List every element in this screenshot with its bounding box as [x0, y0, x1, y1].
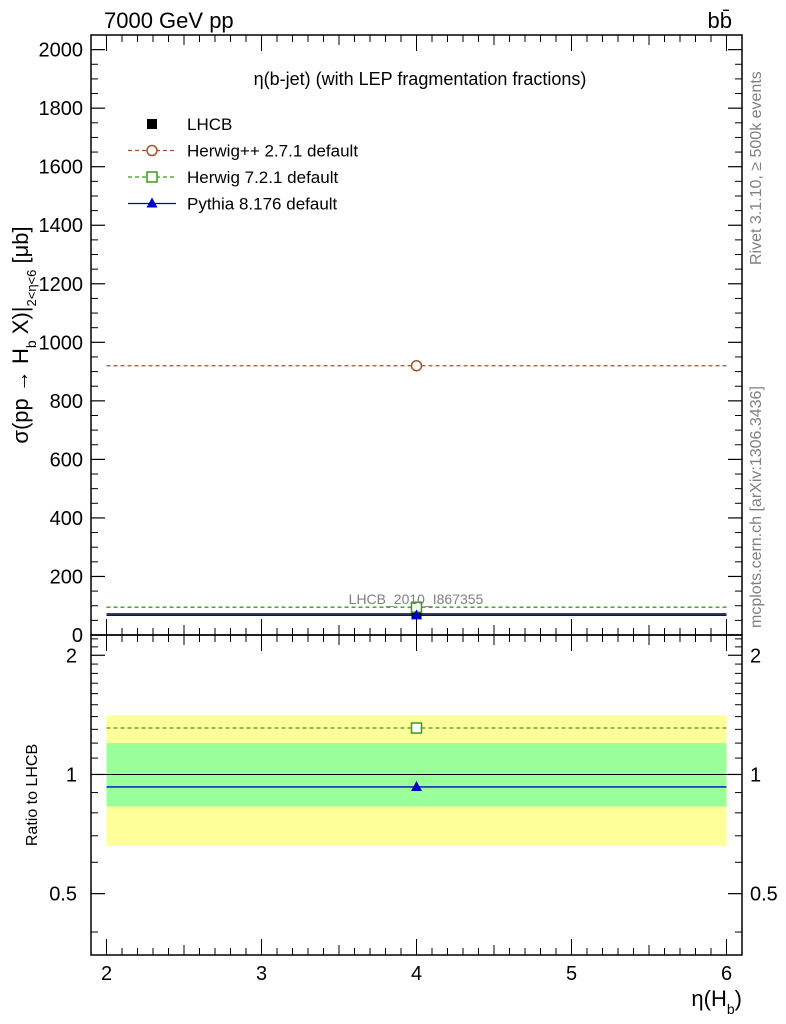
legend: LHCB Herwig++ 2.7.1 default Herwig 7.2.1 d… [128, 115, 358, 214]
legend-marker [146, 171, 158, 183]
header-energy-label: 7000 GeV pp [104, 8, 234, 33]
y-tick-label: 1200 [39, 274, 84, 296]
y-tick-label: 800 [50, 391, 83, 413]
y-tick-label: 2000 [39, 40, 84, 62]
ratio-point-pythia-8-176-default [411, 780, 422, 791]
analysis-label: LHCB_2010_I867355 [349, 591, 484, 607]
ratio-y-tick-label-right: 2 [750, 645, 761, 667]
ratio-series-herwig-7-2-1-default [106, 722, 727, 734]
legend-marker [146, 197, 158, 208]
x-tick-label: 2 [101, 963, 112, 985]
ratio-series-pythia-8-176-default [106, 780, 727, 791]
y-tick-label: 400 [50, 508, 83, 530]
legend-marker [147, 119, 157, 129]
y-tick-label: 200 [50, 566, 83, 588]
ratio-y-tick-label-right: 1 [750, 764, 761, 786]
legend-entry-pythia-8-176-default: Pythia 8.176 default [128, 195, 338, 214]
mcplots-label: mcplots.cern.ch [arXiv:1306.3436] [748, 386, 765, 628]
y-tick-label: 0 [72, 625, 83, 647]
y-tick-label: 1800 [39, 98, 84, 120]
ratio-y-tick-label: 0.5 [49, 884, 77, 906]
ratio-y-tick-label: 1 [66, 764, 77, 786]
y-tick-label: 600 [50, 449, 83, 471]
legend-entry-lhcb: LHCB [147, 115, 232, 134]
series-pythia-8-176-default [106, 609, 727, 620]
ratio-point-herwig-7-2-1-default [410, 722, 423, 734]
series-herwig-2-7-1-default [106, 359, 727, 372]
x-tick-label: 3 [256, 963, 267, 985]
legend-label: Pythia 8.176 default [187, 195, 338, 214]
header-process-label: bb̄ [708, 8, 732, 33]
x-tick-label: 5 [566, 963, 577, 985]
legend-entry-herwig-7-2-1-default: Herwig 7.2.1 default [128, 168, 338, 187]
x-tick-label: 6 [721, 963, 732, 985]
legend-label: Herwig 7.2.1 default [187, 168, 338, 187]
ratio-y-tick-label: 2 [66, 645, 77, 667]
x-axis-label: η(Hb) [691, 986, 742, 1017]
main-y-axis-label: σ(pp → Hb X)|2<η<6 [μb] [8, 226, 39, 443]
y-tick-label: 1000 [39, 332, 84, 354]
legend-label: LHCB [187, 115, 232, 134]
main-chart-title: η(b-jet) (with LEP fragmentation fractio… [254, 69, 587, 89]
data-point-herwig-2-7-1-default [410, 359, 423, 372]
main-panel: η(b-jet) (with LEP fragmentation fractio… [8, 34, 743, 647]
ratio-y-tick-label-right: 0.5 [750, 884, 778, 906]
legend-entry-herwig-2-7-1-default: Herwig++ 2.7.1 default [128, 142, 358, 161]
legend-marker [146, 144, 158, 157]
y-tick-label: 1600 [39, 157, 84, 179]
data-point-pythia-8-176-default [411, 609, 422, 620]
y-tick-label: 1400 [39, 215, 84, 237]
ratio-panel: 0.5 0.5 1 1 2 2 2 3 4 5 6 Ratio to LHCB η(Hb) [24, 634, 778, 1017]
legend-label: Herwig++ 2.7.1 default [187, 142, 358, 161]
ratio-y-axis-label: Ratio to LHCB [24, 744, 41, 846]
x-tick-label: 4 [411, 963, 422, 985]
rivet-version-label: Rivet 3.1.10, ≥ 500k events [748, 71, 765, 265]
